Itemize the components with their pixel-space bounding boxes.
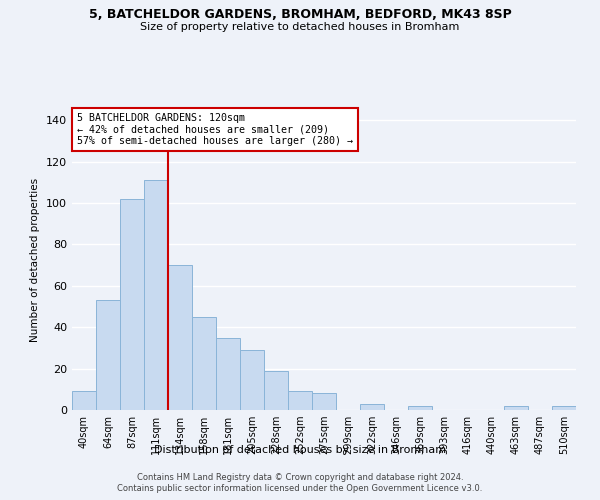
Text: 5 BATCHELDOR GARDENS: 120sqm
← 42% of detached houses are smaller (209)
57% of s: 5 BATCHELDOR GARDENS: 120sqm ← 42% of de… — [77, 113, 353, 146]
Bar — [288, 392, 312, 410]
Bar — [264, 370, 288, 410]
Bar — [168, 265, 192, 410]
Bar — [72, 392, 96, 410]
Bar — [504, 406, 528, 410]
Bar — [120, 199, 144, 410]
Text: Contains HM Land Registry data © Crown copyright and database right 2024.: Contains HM Land Registry data © Crown c… — [137, 472, 463, 482]
Text: Contains public sector information licensed under the Open Government Licence v3: Contains public sector information licen… — [118, 484, 482, 493]
Bar — [144, 180, 168, 410]
Bar — [192, 317, 216, 410]
Text: Size of property relative to detached houses in Bromham: Size of property relative to detached ho… — [140, 22, 460, 32]
Bar — [240, 350, 264, 410]
Bar — [216, 338, 240, 410]
Bar — [96, 300, 120, 410]
Bar — [312, 394, 336, 410]
Text: Distribution of detached houses by size in Bromham: Distribution of detached houses by size … — [154, 445, 446, 455]
Bar — [408, 406, 432, 410]
Bar — [360, 404, 384, 410]
Y-axis label: Number of detached properties: Number of detached properties — [31, 178, 40, 342]
Text: 5, BATCHELDOR GARDENS, BROMHAM, BEDFORD, MK43 8SP: 5, BATCHELDOR GARDENS, BROMHAM, BEDFORD,… — [89, 8, 511, 20]
Bar — [552, 406, 576, 410]
